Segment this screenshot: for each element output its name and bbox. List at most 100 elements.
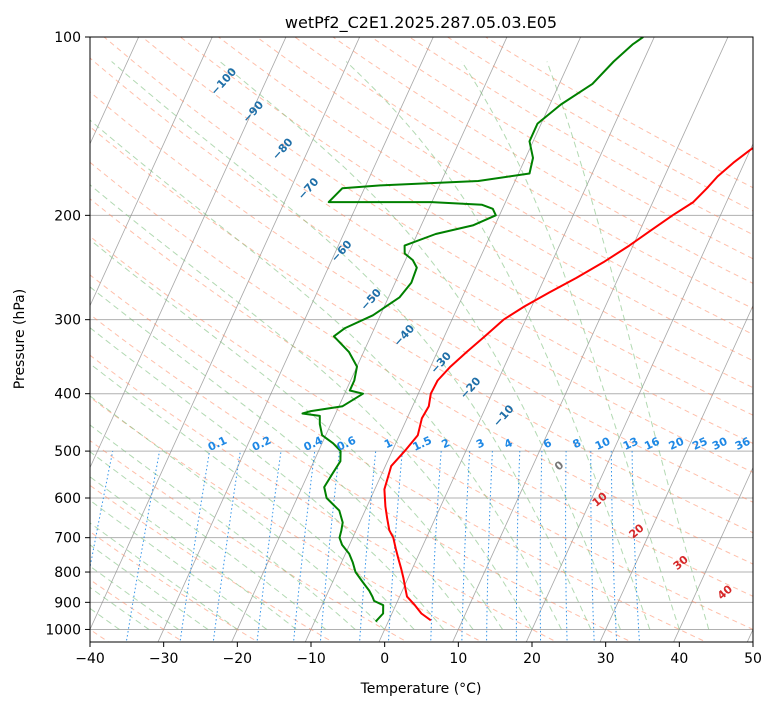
- dry-adiabat-line: [90, 354, 558, 642]
- isobar-gridlines: [90, 37, 753, 630]
- isotherm-line: [746, 628, 753, 642]
- moist-adiabat-line: [111, 61, 592, 630]
- chart-title: wetPf2_C2E1.2025.287.05.03.E05: [285, 13, 557, 33]
- dry-adiabat-line: [90, 579, 185, 642]
- x-tick-label: 30: [597, 651, 615, 667]
- moist-adiabat-line: [90, 544, 209, 630]
- moist-adiabat-line: [90, 286, 474, 630]
- profile-lines: [301, 37, 753, 623]
- mixing-ratio-line: [179, 451, 210, 642]
- isotherm-line: [452, 37, 729, 642]
- x-tick-label: 40: [670, 651, 688, 667]
- moist-adiabat-label: 20: [627, 521, 647, 541]
- x-axis-ticks: −40 −30 −20 −10 0 10 20 30 40 50: [75, 642, 762, 667]
- dry-adiabat-line: [90, 91, 753, 503]
- dry-adiabat-line: [90, 161, 753, 565]
- mixing-ratio-line: [590, 451, 595, 642]
- dry-adiabat-label: −70: [295, 175, 321, 202]
- mixing-ratio-label: 16: [642, 435, 662, 453]
- dry-adiabat-line: [332, 37, 753, 284]
- mixing-ratio-label: 36: [733, 435, 753, 453]
- x-tick-label: 10: [449, 651, 467, 667]
- skewed-isotherms: [0, 10, 753, 654]
- moist-adiabat-label: 40: [715, 582, 735, 602]
- dry-adiabat-line: [409, 37, 753, 236]
- mixing-ratio-line: [292, 451, 316, 642]
- dewpoint-profile: [301, 37, 644, 623]
- mixing-ratio-line: [256, 451, 282, 642]
- isotherm-line: [378, 37, 655, 642]
- moist-adiabat-label: 30: [671, 553, 691, 573]
- x-tick-label: 20: [523, 651, 541, 667]
- line-labels: −100−90−80−70−60−50−40−30−20−10010203040…: [206, 65, 753, 602]
- dry-adiabat-line: [485, 37, 753, 189]
- moist-adiabat-line: [90, 239, 503, 630]
- dry-adiabat-label: −10: [491, 402, 517, 429]
- mixing-ratio-line: [565, 451, 568, 642]
- mixing-ratio-line: [631, 451, 640, 642]
- x-tick-label: −20: [223, 651, 253, 667]
- isotherm-line: [157, 37, 434, 642]
- dry-adiabat-label: −40: [391, 322, 417, 349]
- dry-adiabat-line: [103, 37, 753, 445]
- dry-adiabat-label: −50: [358, 286, 384, 313]
- moist-adiabat-line: [90, 522, 238, 630]
- moist-adiabat-line: [90, 451, 327, 630]
- dry-adiabat-label: −90: [240, 98, 266, 125]
- moist-adiabats: [90, 61, 710, 630]
- dry-adiabat-line: [256, 37, 753, 335]
- dry-adiabat-line: [90, 57, 753, 473]
- dry-adiabat-label: −20: [457, 374, 483, 401]
- x-tick-label: 50: [744, 651, 762, 667]
- isotherm-line: [90, 37, 361, 631]
- moist-adiabat-line: [90, 395, 386, 630]
- y-tick-label: 400: [54, 387, 81, 403]
- dry-adiabat-line: [90, 396, 483, 642]
- dry-adiabat-label: −80: [270, 135, 296, 162]
- plot-area: −100−90−80−70−60−50−40−30−20−10010203040…: [0, 10, 753, 654]
- moist-adiabat-line: [90, 119, 562, 630]
- mixing-ratio-label: 25: [690, 435, 709, 453]
- isotherm-line: [673, 466, 753, 642]
- y-tick-label: 1000: [45, 622, 81, 638]
- moist-adiabat-line: [90, 565, 179, 630]
- mixing-ratio-label: 20: [667, 435, 687, 453]
- y-axis-label: Pressure (hPa): [12, 289, 28, 389]
- dry-adiabat-label: −30: [428, 349, 454, 376]
- moist-adiabat-line: [219, 61, 621, 630]
- isotherm-line: [231, 37, 508, 642]
- dry-adiabat-line: [218, 37, 753, 362]
- x-tick-label: −30: [149, 651, 179, 667]
- mixing-ratio-line: [430, 451, 442, 642]
- mixing-ratio-label: 8: [571, 436, 583, 451]
- dry-adiabat-line: [90, 126, 753, 534]
- mixing-ratio-label: 30: [710, 435, 730, 453]
- x-axis-label: Temperature (°C): [360, 681, 482, 697]
- dry-adiabat-line: [90, 235, 753, 630]
- mixing-ratio-line: [486, 451, 493, 642]
- x-tick-label: −40: [75, 651, 105, 667]
- isotherm-line: [90, 37, 213, 307]
- y-axis-ticks: 100 200 300 400 500 600 700 800 900 1000: [45, 30, 90, 638]
- mixing-ratio-line: [319, 451, 340, 642]
- mixing-ratio-line: [539, 451, 543, 642]
- isotherm-line: [0, 10, 4, 654]
- temperature-profile: [383, 146, 753, 622]
- y-tick-label: 600: [54, 491, 81, 507]
- mixing-ratio-line: [212, 451, 241, 642]
- isotherm-line: [525, 142, 753, 642]
- y-tick-label: 200: [54, 208, 81, 224]
- y-tick-label: 900: [54, 595, 81, 611]
- mixing-ratio-label: 2: [440, 436, 452, 451]
- y-tick-label: 300: [54, 313, 81, 329]
- isotherm-line: [599, 304, 753, 642]
- y-tick-label: 800: [54, 565, 81, 581]
- x-tick-label: 0: [380, 651, 389, 667]
- mixing-ratio-label: 3: [474, 436, 486, 451]
- mixing-ratio-label: 10: [593, 435, 613, 453]
- dry-adiabats: [90, 37, 753, 642]
- dry-adiabat-line: [180, 37, 753, 389]
- y-tick-label: 700: [54, 531, 81, 547]
- moist-adiabat-line: [90, 586, 150, 630]
